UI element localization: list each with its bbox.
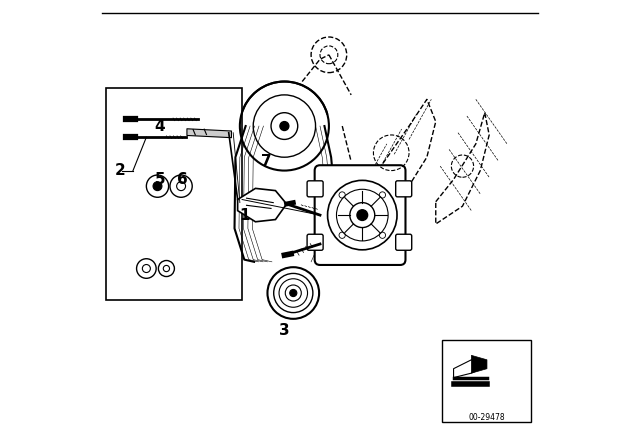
FancyBboxPatch shape xyxy=(307,234,323,250)
FancyBboxPatch shape xyxy=(307,181,323,197)
Circle shape xyxy=(290,289,297,297)
Bar xyxy=(442,340,531,422)
FancyBboxPatch shape xyxy=(396,234,412,250)
Text: 7: 7 xyxy=(261,154,272,169)
Circle shape xyxy=(357,210,367,220)
Text: 00-29478: 00-29478 xyxy=(468,413,505,422)
Circle shape xyxy=(153,182,162,190)
Text: 2: 2 xyxy=(115,163,125,178)
FancyBboxPatch shape xyxy=(315,165,406,265)
Polygon shape xyxy=(472,355,487,373)
FancyBboxPatch shape xyxy=(396,181,412,197)
Text: 1: 1 xyxy=(239,207,250,223)
Text: 5: 5 xyxy=(154,172,165,187)
Polygon shape xyxy=(237,188,287,222)
Text: 4: 4 xyxy=(154,119,165,134)
Circle shape xyxy=(280,121,289,130)
Text: 6: 6 xyxy=(177,172,188,187)
Text: 3: 3 xyxy=(279,323,290,338)
Polygon shape xyxy=(454,360,484,378)
Bar xyxy=(106,88,242,300)
